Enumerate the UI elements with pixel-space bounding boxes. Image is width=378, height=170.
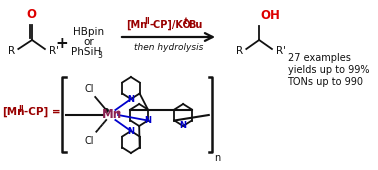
Text: or: or xyxy=(84,37,94,47)
Text: [Mn: [Mn xyxy=(126,20,147,30)
Text: PhSiH: PhSiH xyxy=(71,47,101,57)
Text: HBpin: HBpin xyxy=(73,27,104,37)
Text: Cl: Cl xyxy=(85,136,94,146)
Text: 3: 3 xyxy=(98,50,102,59)
Text: II: II xyxy=(144,18,150,27)
Text: -CP]/KO: -CP]/KO xyxy=(149,20,191,30)
Text: N: N xyxy=(127,126,135,135)
Text: R': R' xyxy=(276,46,286,56)
Text: [Mn: [Mn xyxy=(2,107,24,117)
Text: R': R' xyxy=(48,46,59,56)
Text: II: II xyxy=(18,105,24,114)
Text: Cl: Cl xyxy=(85,84,94,94)
Text: OH: OH xyxy=(260,9,280,22)
Text: Mn: Mn xyxy=(102,108,122,122)
Text: O: O xyxy=(26,8,36,21)
Text: +: + xyxy=(55,36,68,50)
Text: TONs up to 990: TONs up to 990 xyxy=(288,77,364,87)
Text: N: N xyxy=(180,122,187,131)
Text: yields up to 99%: yields up to 99% xyxy=(288,65,369,75)
Text: n: n xyxy=(214,153,220,163)
Text: R: R xyxy=(235,46,243,56)
Text: N: N xyxy=(127,95,135,104)
Text: N: N xyxy=(144,116,152,125)
Text: t: t xyxy=(184,17,187,26)
Text: R: R xyxy=(8,46,15,56)
Text: then hydrolysis: then hydrolysis xyxy=(134,44,203,53)
Text: Bu: Bu xyxy=(188,20,202,30)
Text: -CP] =: -CP] = xyxy=(24,107,60,117)
Text: 27 examples: 27 examples xyxy=(288,53,350,63)
